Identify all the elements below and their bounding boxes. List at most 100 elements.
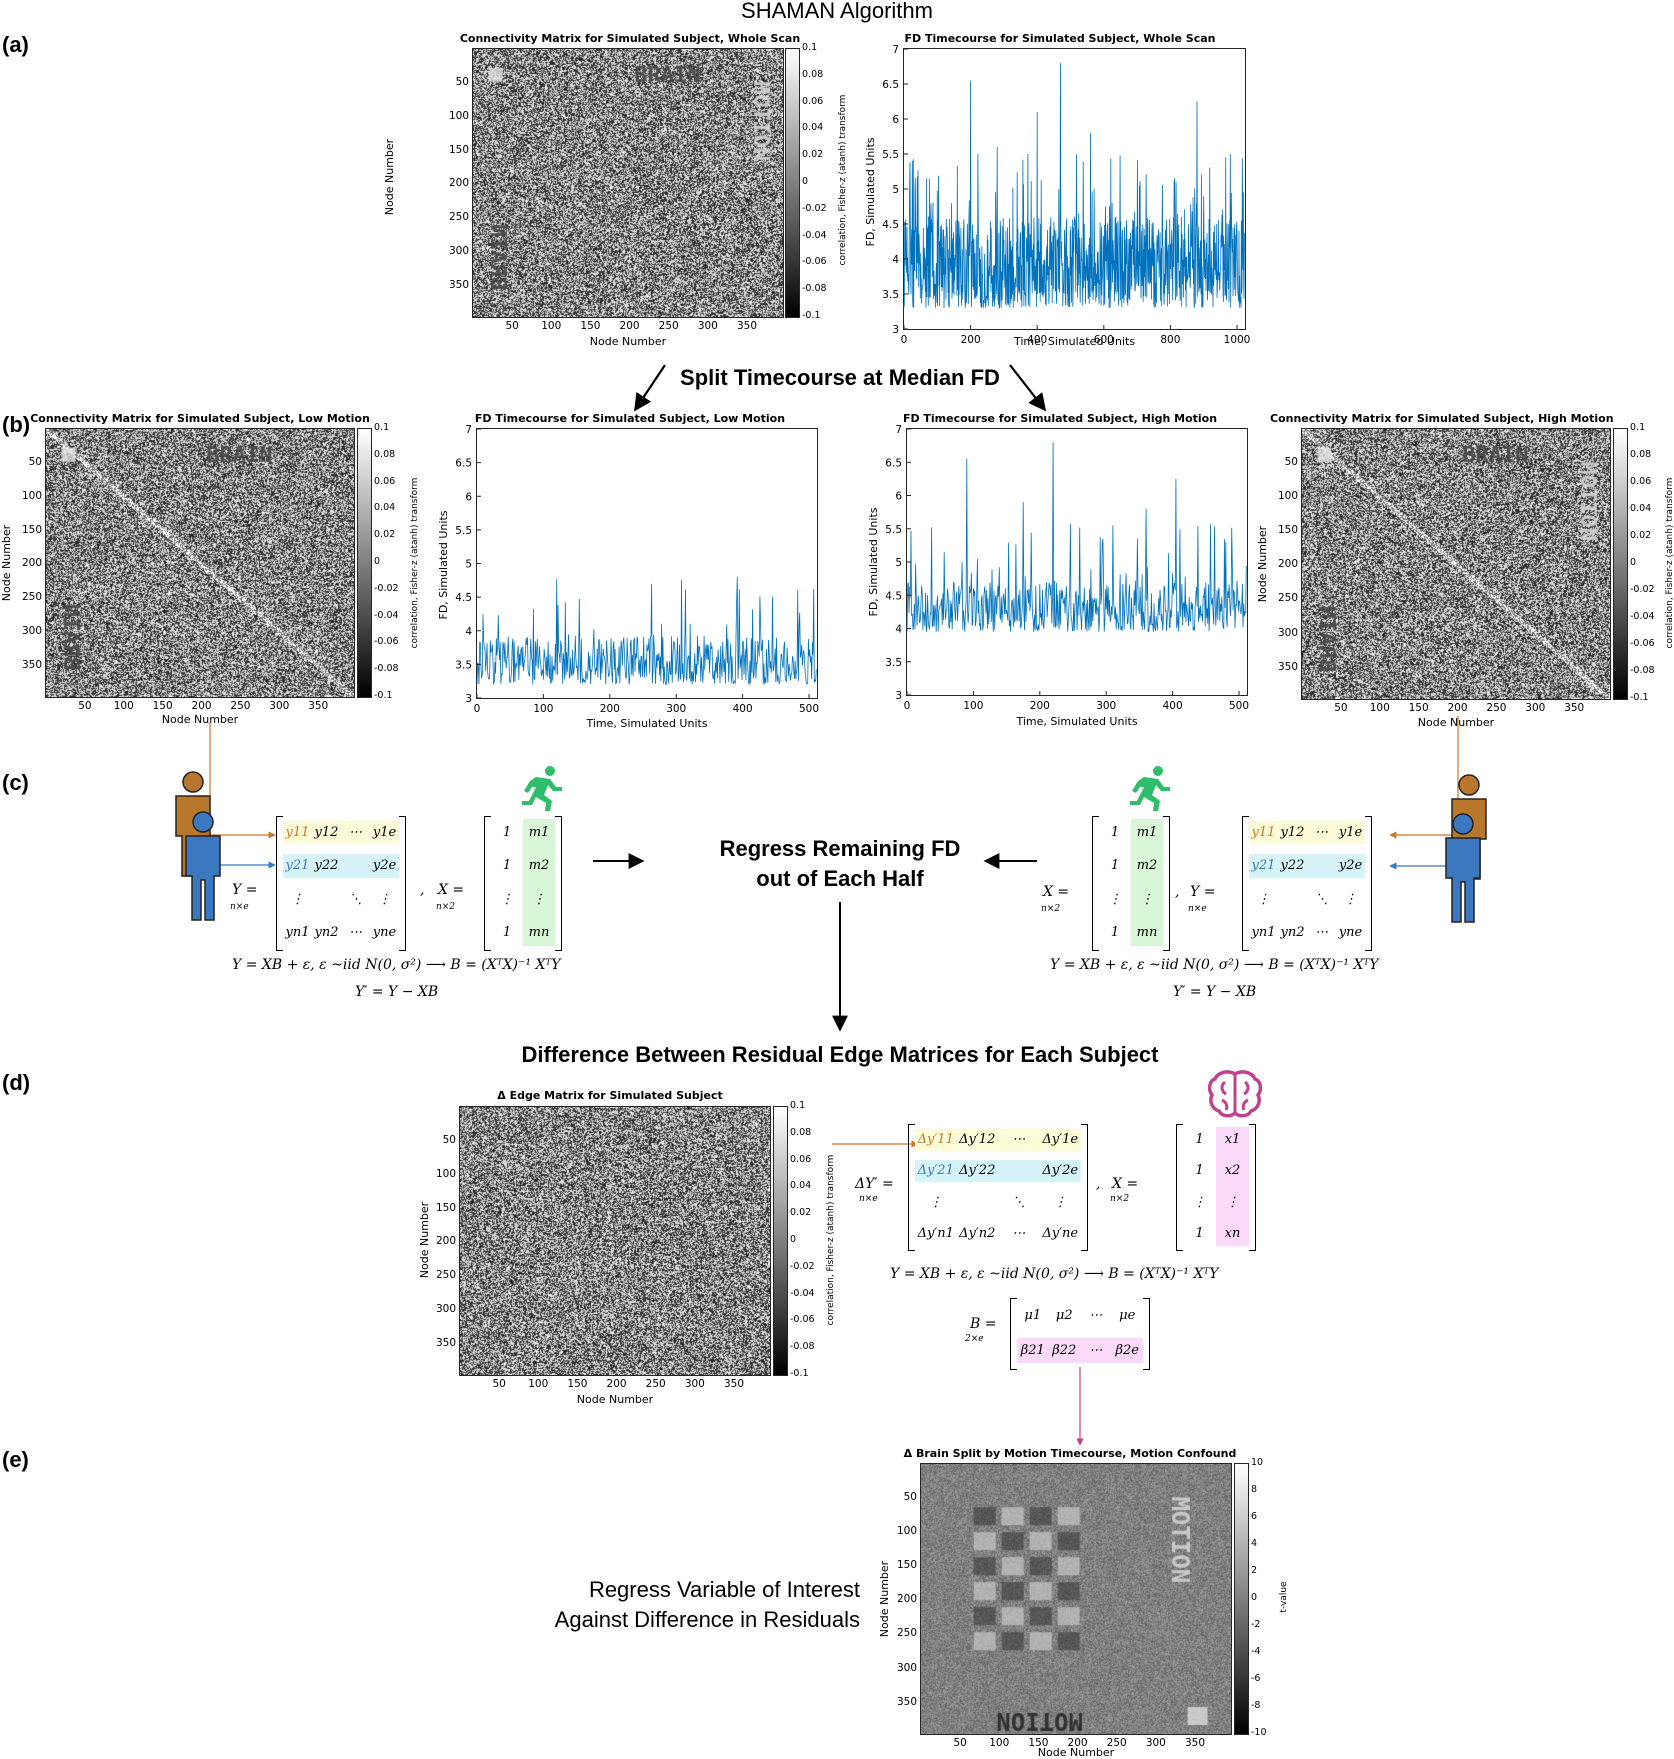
matrix-cell xyxy=(1307,849,1336,882)
matrix-y-tick: 350 xyxy=(1277,660,1298,673)
colorbar-tick: 0.06 xyxy=(1630,476,1652,487)
matrix-cell: y1e xyxy=(1338,825,1363,840)
matrix-cell: m1 xyxy=(528,825,550,840)
matrix-x-tick: 150 xyxy=(1408,702,1429,714)
matrix-cell: ⋮ xyxy=(1140,891,1154,907)
low-fd-chart: 0 100 200 300 400 500 3 3.5 4 4.5 5 5.5 6 6.5 7 xyxy=(455,424,819,715)
matrix-cell: ⋮ xyxy=(291,891,304,907)
matrix-bracket xyxy=(1176,1124,1183,1251)
matrix-cell: 1 xyxy=(502,924,512,940)
delta-matrix-noise xyxy=(460,1107,770,1375)
x-tick-label: 0 xyxy=(904,700,911,712)
matrix-cell xyxy=(312,883,341,916)
matrix-cell: y21 xyxy=(285,858,310,874)
matrix-x-tick: 200 xyxy=(1447,702,1468,714)
person-blue-icon xyxy=(185,811,221,921)
colorbar-tick: 2 xyxy=(1251,1565,1258,1576)
colorbar-tick: 0.1 xyxy=(790,1100,806,1111)
x-tick-label: 400 xyxy=(1163,700,1183,712)
matrix-y-tick: 50 xyxy=(455,75,469,88)
fd-line-plot: 0 100 200 300 400 500 3 3.5 4 4.5 5 5.5 6 6.5 7 xyxy=(455,424,819,715)
y-tick-label: 5 xyxy=(892,184,899,196)
matrix-cell xyxy=(998,1155,1040,1186)
matrix-cell: x1 xyxy=(1224,1132,1241,1147)
colorbar-tick: -0.04 xyxy=(374,609,399,621)
matrix-cell: ⋮ xyxy=(532,891,546,907)
colorbar-tick: -0.1 xyxy=(802,310,821,321)
matrix-x-tick: 150 xyxy=(152,700,173,712)
matrix-y-tick: 100 xyxy=(1277,490,1298,503)
result-t-map: 50 50 100 100 150 150 200 200 250 250 300 300 350 350 xyxy=(897,1463,1232,1749)
y-tick-label: 6.5 xyxy=(885,457,902,469)
whole-connectivity-matrix: 50 50 100 100 150 150 200 200 250 250 300 300 350 350 xyxy=(449,48,784,332)
colorbar-tick: 0.02 xyxy=(374,529,396,541)
colorbar-tick: 0.06 xyxy=(374,475,396,487)
whole-matrix-noise xyxy=(473,49,783,317)
matrix-x-tick: 250 xyxy=(645,1378,666,1390)
matrix-y-tick: 150 xyxy=(435,1201,456,1214)
matrix-cell: ⋮ xyxy=(1257,891,1270,907)
colorbar-tick: -0.08 xyxy=(790,1341,815,1353)
colorbar-tick: -10 xyxy=(1251,1727,1267,1738)
colorbar-tick: 4 xyxy=(1251,1538,1258,1549)
y-tick-label: 6 xyxy=(465,491,472,503)
high-xlabel: Node Number xyxy=(1417,716,1495,729)
matrix-cell: 1 xyxy=(1195,1132,1204,1147)
matrix-cell: y22 xyxy=(1280,858,1305,874)
matrix-cell: 1 xyxy=(1110,924,1120,940)
running-person-icon xyxy=(1130,766,1170,811)
y-tick-label: 5 xyxy=(465,559,472,571)
matrix-x-tick: 350 xyxy=(723,1378,744,1390)
colorbar-tick: -0.06 xyxy=(1630,638,1655,649)
matrix-cell: 1 xyxy=(1195,1225,1204,1241)
matrix-y-tick: 350 xyxy=(435,1336,456,1349)
matrix-bracket xyxy=(1143,1298,1150,1370)
fd-series-line xyxy=(903,62,1246,309)
colorbar-tick: -0.02 xyxy=(790,1260,815,1272)
high-matrix-title: Connectivity Matrix for Simulated Subjec… xyxy=(1270,412,1614,425)
y-tick-label: 3 xyxy=(892,324,899,336)
y-tick-label: 7 xyxy=(465,424,472,436)
colorbar-tick: -0.06 xyxy=(790,1314,815,1326)
comma-left: , xyxy=(420,882,425,898)
matrix-cell: y12 xyxy=(1280,825,1305,840)
delta-connectors xyxy=(832,1140,1084,1446)
matrix-x-tick: 250 xyxy=(1486,702,1507,714)
matrix-cell: y11 xyxy=(285,825,310,840)
high-fd-title: FD Timecourse for Simulated Subject, Hig… xyxy=(902,412,1218,425)
colorbar-tick: 0.04 xyxy=(1630,503,1652,514)
matrix-bracket xyxy=(1365,816,1372,951)
resid-eq-left: Y′ = Y − XB xyxy=(355,984,439,1000)
matrix-cell: m2 xyxy=(528,858,550,874)
matrix-bracket xyxy=(908,1124,915,1251)
matrix-cell: y1e xyxy=(372,825,397,840)
matrix-x-tick: 300 xyxy=(1525,702,1546,714)
colorbar-tick: -2 xyxy=(1251,1619,1261,1630)
model-eq-d: Y = XB + ε, ε ~iid N(0, σ²) ⟶ B = (XᵀX)⁻… xyxy=(890,1266,1219,1282)
matrix-cell: 1 xyxy=(1110,858,1120,874)
X-def-right: X = xyxy=(1043,884,1070,900)
y-tick-label: 7 xyxy=(895,424,902,436)
high-fd-xlabel: Time, Simulated Units xyxy=(1016,715,1138,728)
y-tick-label: 6 xyxy=(892,114,899,126)
matrix-cell: Δy′ne xyxy=(1042,1225,1079,1241)
matrix-cell: ⋱ xyxy=(1012,1194,1026,1210)
brain-icon xyxy=(1208,1070,1262,1118)
matrix-cell: ⋯ xyxy=(1315,924,1328,940)
X-sub-right: n×2 xyxy=(1041,904,1061,914)
matrix-cell: ⋱ xyxy=(1315,891,1328,907)
y-tick-label: 4.5 xyxy=(882,219,899,231)
panel-d-label: (d) xyxy=(2,1070,31,1095)
matrix-x-tick: 100 xyxy=(541,320,562,332)
colorbar-tick: 0.02 xyxy=(790,1207,812,1219)
x-tick-label: 1000 xyxy=(1224,334,1251,346)
matrix-cell: β21 xyxy=(1020,1343,1045,1358)
matrix-cell: ⋯ xyxy=(1012,1132,1026,1147)
regress-fd-label-line1: Regress Remaining FD xyxy=(719,836,961,861)
y-tick-label: 3 xyxy=(465,693,472,705)
matrix-y-tick: 200 xyxy=(435,1235,456,1248)
matrix-cell xyxy=(1278,883,1307,916)
matrix-cell: Δy′n1 xyxy=(917,1225,954,1241)
colorbar-tick: -0.02 xyxy=(1630,584,1655,595)
matrix-y-tick: 100 xyxy=(896,1525,917,1538)
